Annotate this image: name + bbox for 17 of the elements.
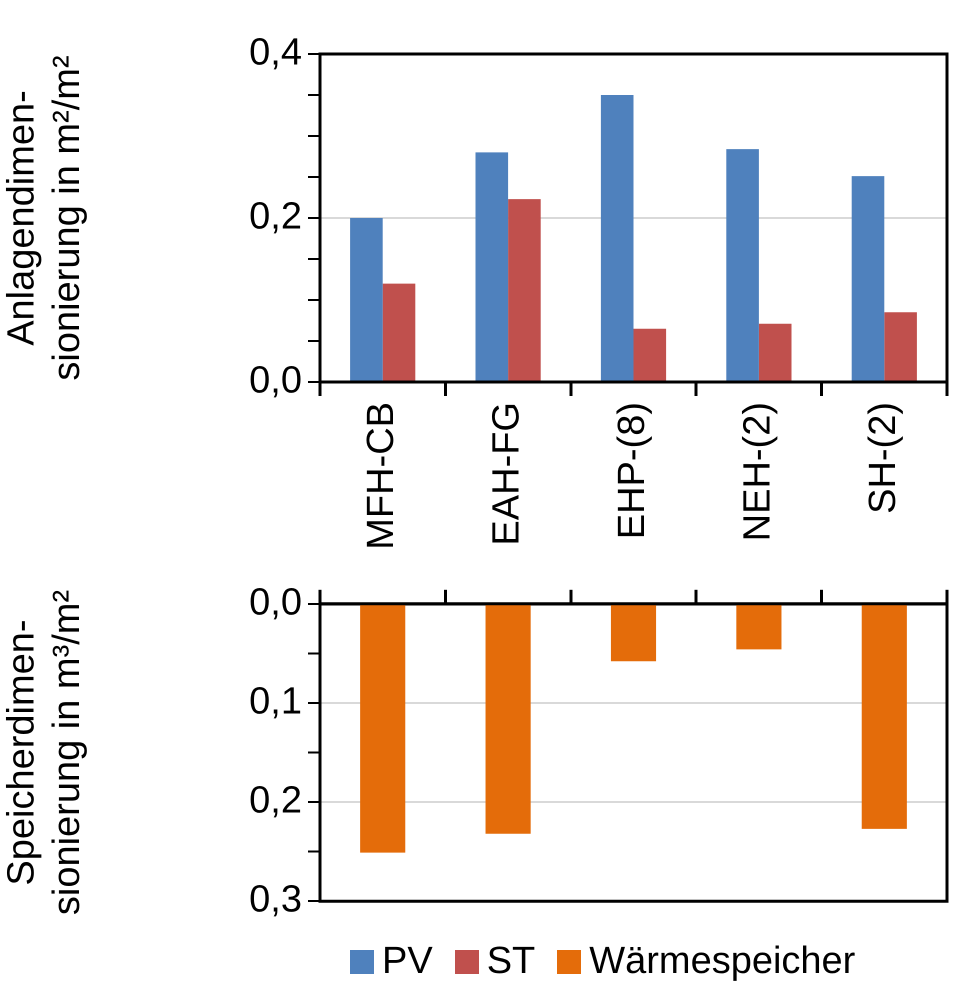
y-tick-label: 0,0 <box>249 359 302 402</box>
legend-label: ST <box>486 940 536 983</box>
y-tick-label: 0,2 <box>249 780 302 822</box>
x-tick-label: EHP-(8) <box>610 402 653 540</box>
x-tick-label: MFH-CB <box>360 402 402 550</box>
y-tick-label: 0,1 <box>249 680 302 722</box>
y-axis-title: Anlagendimen- sionierung in m²/m² <box>0 55 88 381</box>
y-tick-label: 0,0 <box>249 581 302 624</box>
legend-label: Wärmespeicher <box>589 940 856 983</box>
x-tick-label: SH-(2) <box>862 402 904 514</box>
y-axis-title: Speicherdimen- sionierung in m³/m² <box>0 590 88 916</box>
y-tick-label: 0,4 <box>249 31 302 74</box>
legend-label: PV <box>382 940 433 983</box>
y-tick-label: 0,2 <box>249 195 302 238</box>
y-tick-label: 0,3 <box>249 878 302 921</box>
x-tick-label: NEH-(2) <box>736 402 778 542</box>
x-tick-label: EAH-FG <box>486 402 528 546</box>
